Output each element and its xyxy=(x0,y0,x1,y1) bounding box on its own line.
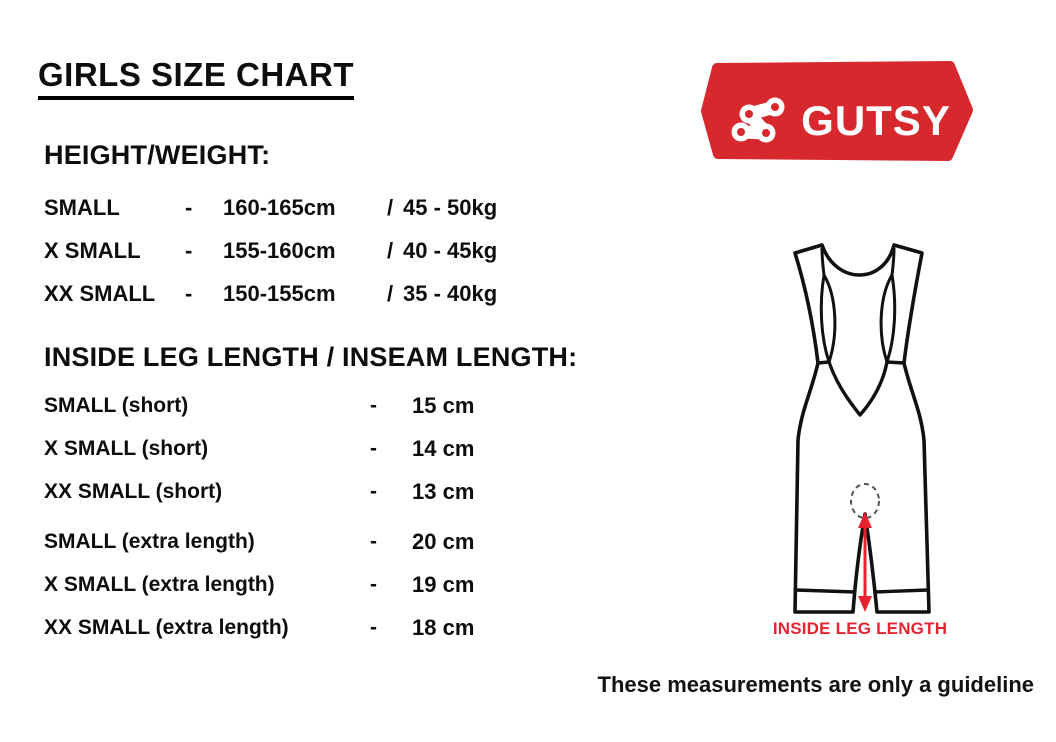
size-label: X SMALL (extra length) xyxy=(44,572,275,596)
hem-band-left xyxy=(795,588,856,594)
inseam-arrowhead-top xyxy=(858,512,872,528)
size-label: SMALL (extra length) xyxy=(44,529,255,553)
page-title: GIRLS SIZE CHART xyxy=(38,56,355,100)
inseam-value: 20 cm xyxy=(412,528,475,554)
inseam-row-small-short: SMALL (short) - 15 cm xyxy=(44,384,474,427)
height-weight-heading: HEIGHT/WEIGHT: xyxy=(44,140,271,170)
size-label: SMALL xyxy=(44,194,120,220)
inseam-row-xsmall-short: X SMALL (short) - 14 cm xyxy=(44,427,474,470)
size-label: SMALL (short) xyxy=(44,393,189,417)
weight-value: 45 - 50kg xyxy=(403,194,498,220)
hem-band-right xyxy=(874,588,929,594)
separator-dash: - xyxy=(185,194,193,220)
separator-dash: - xyxy=(370,615,377,639)
guideline-note: These measurements are only a guideline xyxy=(597,672,1035,697)
size-label: X SMALL xyxy=(44,237,141,263)
separator-dash: - xyxy=(370,436,377,460)
crotch-marker-dashed-circle xyxy=(850,483,880,519)
height-value: 150-155cm xyxy=(223,280,336,306)
inseam-short-table: SMALL (short) - 15 cm X SMALL (short) - … xyxy=(44,384,474,513)
gutsy-logo: GUTSY xyxy=(701,61,973,161)
bike-chain-rollers xyxy=(731,97,785,143)
inseam-extra-table: SMALL (extra length) - 20 cm X SMALL (ex… xyxy=(44,520,474,649)
inseam-diagram-label: INSIDE LEG LENGTH xyxy=(772,619,948,638)
separator-dash: - xyxy=(185,237,193,263)
slash-separator: / xyxy=(386,194,394,220)
inseam-value: 14 cm xyxy=(412,435,475,461)
strap-seam-left xyxy=(820,247,826,276)
inseam-arrowhead-bottom xyxy=(858,596,872,612)
size-row-small: SMALL - 160-165cm / 45 - 50kg xyxy=(44,186,497,229)
weight-value: 35 - 40kg xyxy=(403,280,498,306)
size-label: XX SMALL (extra length) xyxy=(44,615,289,639)
size-row-xsmall: X SMALL - 155-160cm / 40 - 45kg xyxy=(44,229,497,272)
inseam-heading: INSIDE LEG LENGTH / INSEAM LENGTH: xyxy=(44,342,578,372)
inseam-value: 13 cm xyxy=(412,478,475,504)
separator-dash: - xyxy=(370,479,377,503)
slash-separator: / xyxy=(386,237,394,263)
size-label: XX SMALL xyxy=(44,280,156,306)
logo-brand-text: GUTSY xyxy=(801,97,951,144)
size-row-xxsmall: XX SMALL - 150-155cm / 35 - 40kg xyxy=(44,272,497,315)
inseam-value: 18 cm xyxy=(412,614,475,640)
inseam-row-small-extra: SMALL (extra length) - 20 cm xyxy=(44,520,474,563)
separator-dash: - xyxy=(370,529,377,553)
size-label: X SMALL (short) xyxy=(44,436,209,460)
height-weight-table: SMALL - 160-165cm / 45 - 50kg X SMALL - … xyxy=(44,186,497,315)
separator-dash: - xyxy=(185,280,193,306)
bib-shorts-outline xyxy=(793,243,931,614)
height-value: 160-165cm xyxy=(223,194,336,220)
inseam-row-xxsmall-short: XX SMALL (short) - 13 cm xyxy=(44,470,474,513)
bib-panel-seam xyxy=(817,360,905,417)
inseam-row-xsmall-extra: X SMALL (extra length) - 19 cm xyxy=(44,563,474,606)
separator-dash: - xyxy=(370,572,377,596)
inseam-row-xxsmall-extra: XX SMALL (extra length) - 18 cm xyxy=(44,606,474,649)
size-label: XX SMALL (short) xyxy=(44,479,223,503)
inseam-value: 15 cm xyxy=(412,392,475,418)
bib-shorts-diagram xyxy=(793,243,931,614)
height-value: 155-160cm xyxy=(223,237,336,263)
slash-separator: / xyxy=(386,280,394,306)
weight-value: 40 - 45kg xyxy=(403,237,498,263)
bike-chain-roller-holes xyxy=(737,103,779,137)
inseam-value: 19 cm xyxy=(412,571,475,597)
strap-seam-right xyxy=(890,247,896,276)
separator-dash: - xyxy=(370,393,377,417)
